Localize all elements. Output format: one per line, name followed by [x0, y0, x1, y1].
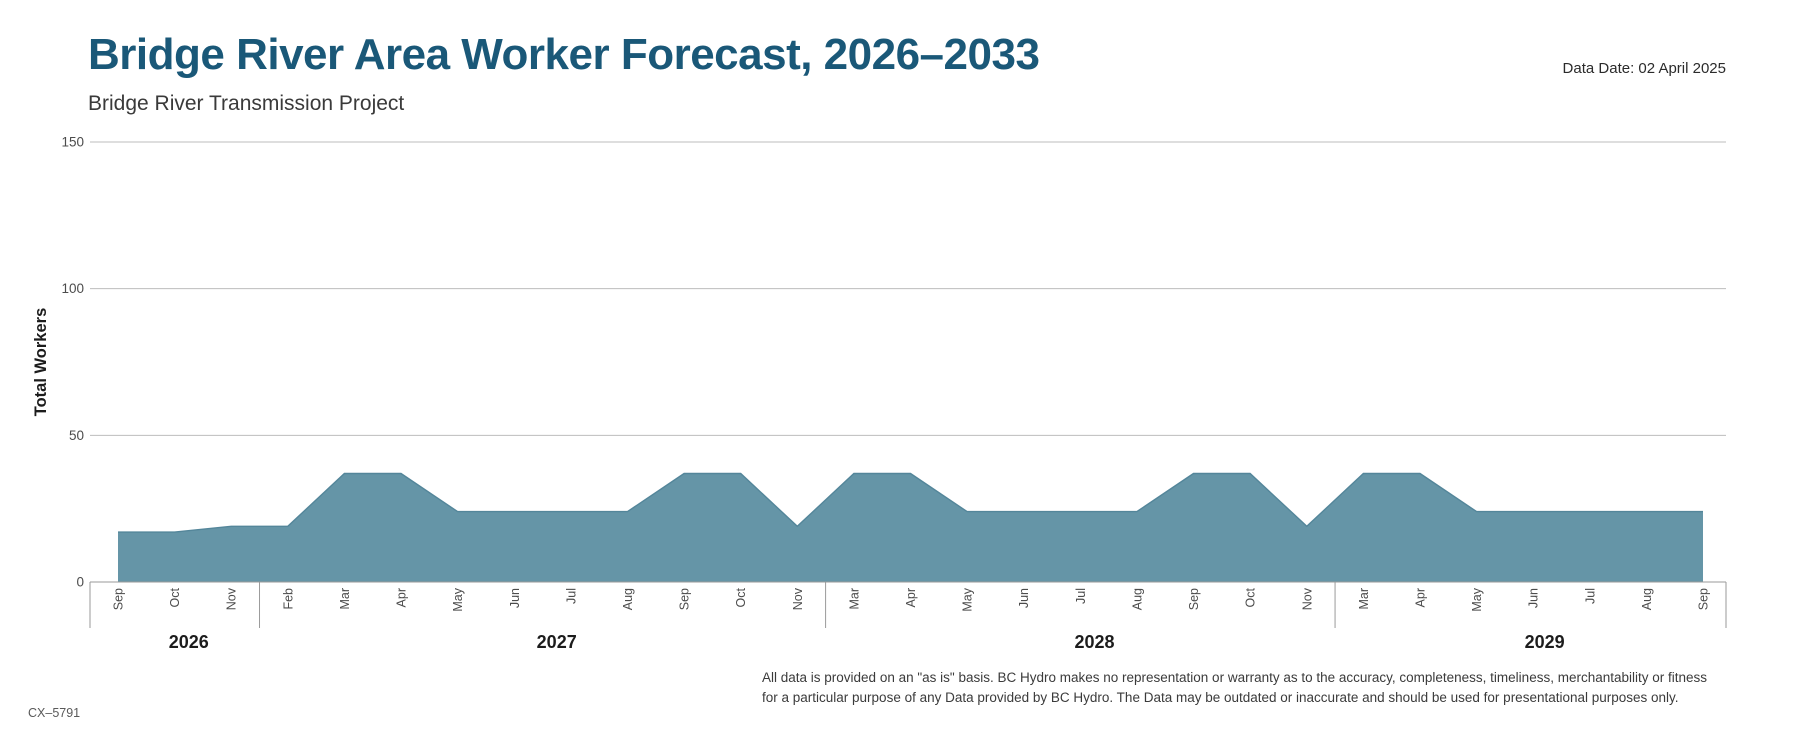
svg-text:Mar: Mar — [338, 588, 352, 610]
svg-text:Sep: Sep — [678, 588, 692, 610]
reference-code: CX–5791 — [28, 706, 81, 720]
svg-text:150: 150 — [61, 135, 84, 150]
svg-text:Mar: Mar — [847, 588, 861, 610]
svg-text:Sep: Sep — [1187, 588, 1201, 610]
svg-text:Apr: Apr — [395, 588, 409, 607]
page-title: Bridge River Area Worker Forecast, 2026–… — [88, 30, 1040, 79]
svg-text:100: 100 — [61, 281, 84, 296]
svg-text:Nov: Nov — [1300, 587, 1314, 610]
svg-text:2029: 2029 — [1525, 632, 1565, 652]
svg-text:May: May — [451, 587, 465, 611]
svg-text:Total Workers: Total Workers — [32, 308, 50, 417]
svg-text:Jun: Jun — [1527, 588, 1541, 608]
disclaimer-line-2: for a particular purpose of any Data pro… — [762, 689, 1679, 705]
svg-text:Jul: Jul — [1074, 588, 1088, 604]
svg-text:May: May — [1470, 587, 1484, 611]
svg-text:Feb: Feb — [281, 588, 295, 610]
svg-text:Sep: Sep — [112, 588, 126, 610]
svg-text:Sep: Sep — [1697, 588, 1711, 610]
svg-text:50: 50 — [69, 428, 84, 443]
svg-text:Jul: Jul — [1583, 588, 1597, 604]
disclaimer-text: All data is provided on an "as is" basis… — [762, 668, 1742, 707]
svg-text:Apr: Apr — [1413, 588, 1427, 607]
svg-text:Oct: Oct — [168, 587, 182, 607]
svg-text:Mar: Mar — [1357, 588, 1371, 610]
svg-text:Aug: Aug — [1640, 588, 1654, 610]
disclaimer-line-1: All data is provided on an "as is" basis… — [762, 670, 1708, 685]
svg-text:Apr: Apr — [904, 588, 918, 607]
svg-text:2028: 2028 — [1074, 632, 1114, 652]
svg-text:Nov: Nov — [791, 587, 805, 610]
svg-text:2026: 2026 — [169, 632, 209, 652]
svg-text:Jun: Jun — [508, 588, 522, 608]
svg-text:Aug: Aug — [1130, 588, 1144, 610]
svg-text:0: 0 — [76, 575, 84, 590]
svg-text:Oct: Oct — [1244, 587, 1258, 607]
svg-text:May: May — [961, 587, 975, 611]
svg-text:Jun: Jun — [1017, 588, 1031, 608]
svg-text:Aug: Aug — [621, 588, 635, 610]
svg-text:Nov: Nov — [225, 587, 239, 610]
svg-text:2027: 2027 — [537, 632, 577, 652]
svg-text:Oct: Oct — [734, 587, 748, 607]
page-subtitle: Bridge River Transmission Project — [88, 92, 405, 115]
data-date-label: Data Date: 02 April 2025 — [1562, 60, 1726, 77]
svg-text:Jul: Jul — [564, 588, 578, 604]
